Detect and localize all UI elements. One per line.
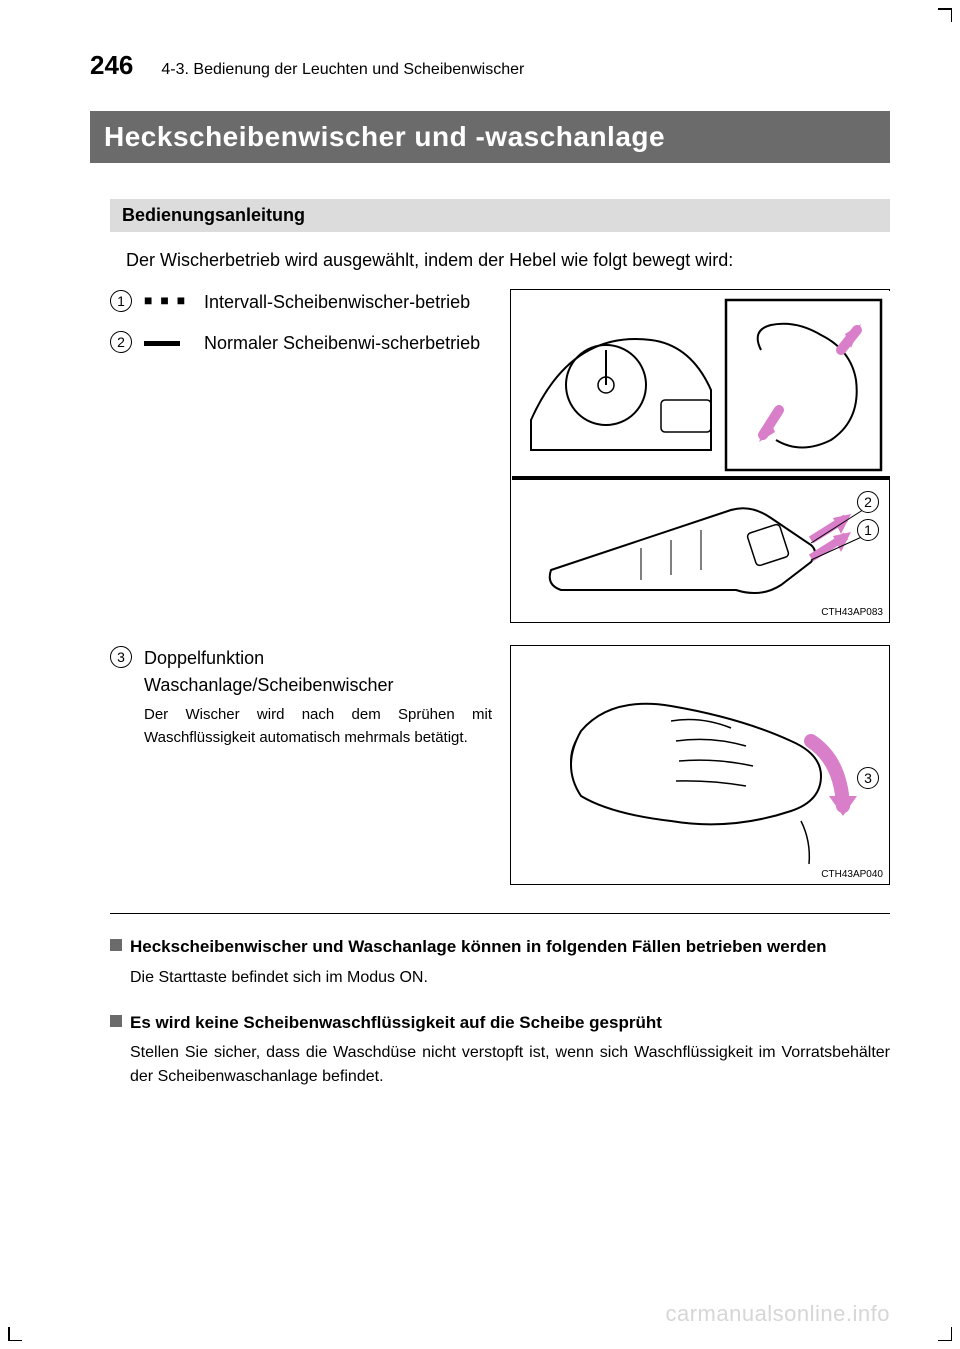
callout-circle-3: 3 [110,646,132,668]
note-2-title-text: Es wird keine Scheibenwaschflüssigkeit a… [130,1010,662,1036]
figure-1: 2 1 CTH43AP083 [510,289,890,623]
intro-text: Der Wischerbetrieb wird ausgewählt, inde… [126,250,890,271]
page-title: Heckscheibenwischer und -waschanlage [90,111,890,163]
option-1-text: Intervall-Scheibenwischer-betrieb [204,289,492,316]
note-1-title: Heckscheibenwischer und Waschanlage könn… [110,934,890,960]
figure-2-col: 3 CTH43AP040 [510,645,890,885]
note-1-title-text: Heckscheibenwischer und Waschanlage könn… [130,934,827,960]
crop-mark [930,8,952,30]
options-col: 1 ■ ■ ■ Intervall-Scheibenwischer-betrie… [110,289,492,635]
figure-1-callout-2: 2 [857,491,879,513]
option-1: 1 ■ ■ ■ Intervall-Scheibenwischer-betrie… [110,289,492,316]
note-1-body: Die Starttaste befindet sich im Modus ON… [130,966,890,990]
callout-circle-1: 1 [110,290,132,312]
figure-2-code: CTH43AP040 [821,869,883,880]
divider [110,913,890,914]
page-header: 246 4-3. Bedienung der Leuchten und Sche… [90,50,890,81]
crop-mark [930,1319,952,1341]
symbol-line-icon [144,330,192,349]
option-3-sub: Der Wischer wird nach dem Sprühen mit Wa… [144,703,492,750]
callout-circle-2: 2 [110,331,132,353]
watermark: carmanualsonline.info [665,1301,890,1327]
note-2-body: Stellen Sie sicher, dass die Waschdüse n… [130,1041,890,1089]
section-path: 4-3. Bedienung der Leuchten und Scheiben… [161,61,524,79]
manual-page: 246 4-3. Bedienung der Leuchten und Sche… [0,0,960,1349]
option-3-title: Doppelfunktion Waschanlage/Scheibenwisch… [144,645,492,699]
square-bullet-icon [110,1015,122,1027]
symbol-dots-icon: ■ ■ ■ [144,289,192,308]
option-2: 2 Normaler Scheibenwi-scherbetrieb [110,330,492,357]
figure-1-callout-1: 1 [857,519,879,541]
figure-1-col: 2 1 CTH43AP083 [510,289,890,635]
square-bullet-icon [110,939,122,951]
option-2-text: Normaler Scheibenwi-scherbetrieb [204,330,492,357]
note-2: Es wird keine Scheibenwaschflüssigkeit a… [110,1010,890,1090]
figure-2: 3 CTH43AP040 [510,645,890,885]
figure-2-callout-3: 3 [857,767,879,789]
section-sub-title: Bedienungsanleitung [110,199,890,232]
note-2-title: Es wird keine Scheibenwaschflüssigkeit a… [110,1010,890,1036]
content-row-1: 1 ■ ■ ■ Intervall-Scheibenwischer-betrie… [110,289,890,635]
figure-1-code: CTH43AP083 [821,607,883,618]
page-number: 246 [90,50,133,81]
note-1: Heckscheibenwischer und Waschanlage könn… [110,934,890,990]
content-row-2: 3 Doppelfunktion Waschanlage/Scheibenwis… [110,645,890,885]
figure-1-svg [511,290,891,624]
option-3-col: 3 Doppelfunktion Waschanlage/Scheibenwis… [110,645,492,885]
figure-2-svg [511,646,891,886]
option-3: 3 Doppelfunktion Waschanlage/Scheibenwis… [110,645,492,750]
crop-mark [8,1319,30,1341]
